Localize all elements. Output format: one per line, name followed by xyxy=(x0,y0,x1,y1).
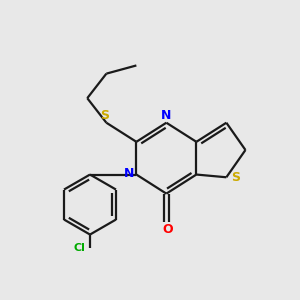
Text: O: O xyxy=(162,224,173,236)
Text: S: S xyxy=(231,171,240,184)
Text: Cl: Cl xyxy=(74,243,85,253)
Text: N: N xyxy=(161,110,172,122)
Text: S: S xyxy=(100,109,109,122)
Text: N: N xyxy=(124,167,134,180)
